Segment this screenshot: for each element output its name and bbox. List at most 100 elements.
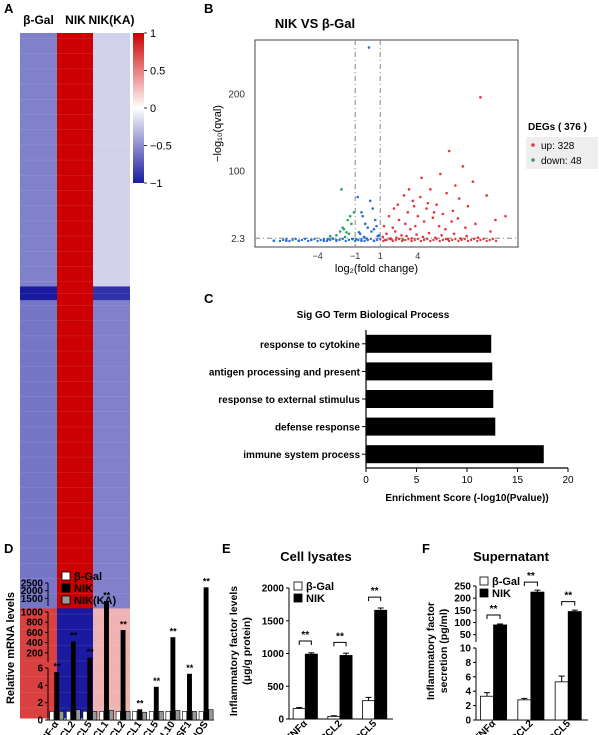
lysates-significance: ** — [336, 631, 344, 642]
legend-swatch — [61, 595, 71, 605]
volcano-point-baseline — [397, 237, 401, 241]
volcano-legend-label: down: 48 — [541, 156, 582, 167]
lysates-category-label: CCL2 — [318, 718, 345, 735]
volcano-point-baseline — [413, 238, 416, 242]
volcano-point-up — [439, 172, 442, 176]
heatmap-row-stripe — [20, 532, 131, 534]
lysates-bar — [374, 609, 388, 720]
heatmap-row-stripe — [20, 471, 131, 473]
go-x-tick-label: 0 — [363, 475, 369, 486]
volcano-point-up — [426, 201, 430, 205]
volcano-point-baseline — [419, 239, 423, 243]
legend-label: NIK — [492, 588, 511, 600]
lysates-bar — [304, 653, 318, 720]
volcano-y-tick-label: 200 — [228, 90, 245, 101]
heatmap-row-stripe — [20, 593, 131, 594]
supernatant-significance: ** — [527, 571, 535, 582]
supernatant-y-tick-label: 150 — [454, 606, 471, 617]
volcano-point-baseline — [322, 237, 326, 241]
volcano-point-not-significant — [375, 224, 378, 228]
heatmap-row-stripe — [20, 629, 131, 630]
volcano-legend-title: DEGs ( 376 ) — [528, 122, 587, 133]
mrna-bar — [187, 673, 192, 721]
heatmap-cell — [20, 300, 57, 609]
heatmap-cell — [57, 33, 94, 287]
volcano-point-baseline — [325, 239, 329, 243]
heatmap-row-stripe — [20, 335, 131, 337]
go-bar-chart: response to cytokine antigen processing a… — [209, 330, 574, 504]
mrna-bar — [132, 711, 138, 721]
supernatant-y-axis-label: Inflammatory factor — [425, 602, 437, 700]
heatmap-row-stripe — [20, 159, 131, 161]
mrna-y-tick-label: 800 — [26, 618, 43, 629]
colorbar-tick-label: 1 — [150, 28, 156, 40]
volcano-point-baseline — [479, 238, 482, 242]
mrna-significance: ** — [70, 631, 78, 641]
volcano-point-baseline — [463, 237, 466, 241]
mrna-bar — [82, 711, 88, 721]
volcano-point-up — [408, 227, 412, 231]
lysates-bar — [327, 715, 341, 720]
supernatant-bar — [480, 695, 494, 721]
mrna-bar — [198, 711, 204, 721]
mrna-bar — [158, 711, 164, 721]
legend-label: NIK(KA) — [74, 595, 116, 607]
mrna-bar — [203, 587, 209, 721]
volcano-point-up — [396, 203, 400, 206]
heatmap-row-stripe — [20, 350, 131, 352]
volcano-point-baseline — [369, 237, 373, 241]
lysates-significance: ** — [371, 586, 379, 597]
volcano-point-baseline — [363, 239, 366, 243]
supernatant-bar — [554, 681, 569, 721]
volcano-point-up — [421, 235, 425, 239]
heatmap-column-label: β-Gal — [23, 13, 54, 27]
mrna-bar — [148, 711, 154, 721]
volcano-point-up — [461, 165, 465, 168]
volcano-point-up — [397, 218, 401, 222]
lysates-y-tick-label: 0 — [278, 715, 284, 726]
mrna-bar — [175, 710, 181, 721]
volcano-point-not-significant — [368, 199, 372, 203]
heatmap-colorbar — [133, 33, 144, 183]
volcano-point-not-significant — [272, 239, 276, 242]
volcano-point-baseline — [328, 238, 332, 242]
volcano-point-up — [422, 220, 426, 223]
heatmap-row-stripe — [20, 456, 131, 458]
volcano-legend-label: up: 328 — [541, 141, 575, 152]
volcano-legend-marker — [531, 158, 535, 162]
go-x-axis-label: Enrichment Score (-log10(Pvalue)) — [385, 493, 548, 504]
lysates-y-tick-label: 500 — [267, 682, 284, 693]
volcano-point-baseline — [394, 238, 398, 242]
supernatant-significance: ** — [564, 591, 572, 602]
volcano-point-baseline — [391, 239, 394, 243]
volcano-point-down — [343, 235, 347, 239]
supernatant-significance-bracket — [561, 601, 576, 606]
heatmap-row-stripe — [20, 487, 131, 488]
volcano-point-down — [340, 188, 343, 191]
heatmap-row-stripe — [20, 98, 131, 100]
volcano-point-baseline — [379, 237, 382, 241]
volcano-point-up — [400, 234, 403, 237]
volcano-point-up — [476, 236, 480, 239]
heatmap-row-stripe — [20, 83, 131, 85]
mrna-bar — [153, 686, 159, 721]
volcano-x-tick-label: 1 — [378, 251, 383, 261]
legend-swatch — [479, 576, 489, 586]
legend-label: β-Gal — [74, 571, 102, 583]
volcano-plot-frame — [254, 39, 519, 248]
mrna-bar — [170, 637, 176, 721]
volcano-point-up — [447, 149, 451, 153]
supernatant-y-tick-label: 6 — [465, 672, 471, 683]
mrna-bar — [49, 711, 55, 721]
volcano-point-up — [485, 194, 488, 197]
volcano-point-not-significant — [371, 207, 375, 210]
volcano-point-baseline — [469, 238, 473, 242]
volcano-point-baseline — [319, 238, 322, 242]
volcano-point-down — [345, 230, 348, 234]
heatmap-row-stripe — [20, 547, 131, 549]
mrna-bar — [70, 641, 76, 721]
lysates-significance-bracket — [368, 596, 382, 602]
supernatant-y-tick-label: 4 — [465, 687, 471, 698]
go-category-label: antigen processing and present — [209, 367, 361, 378]
